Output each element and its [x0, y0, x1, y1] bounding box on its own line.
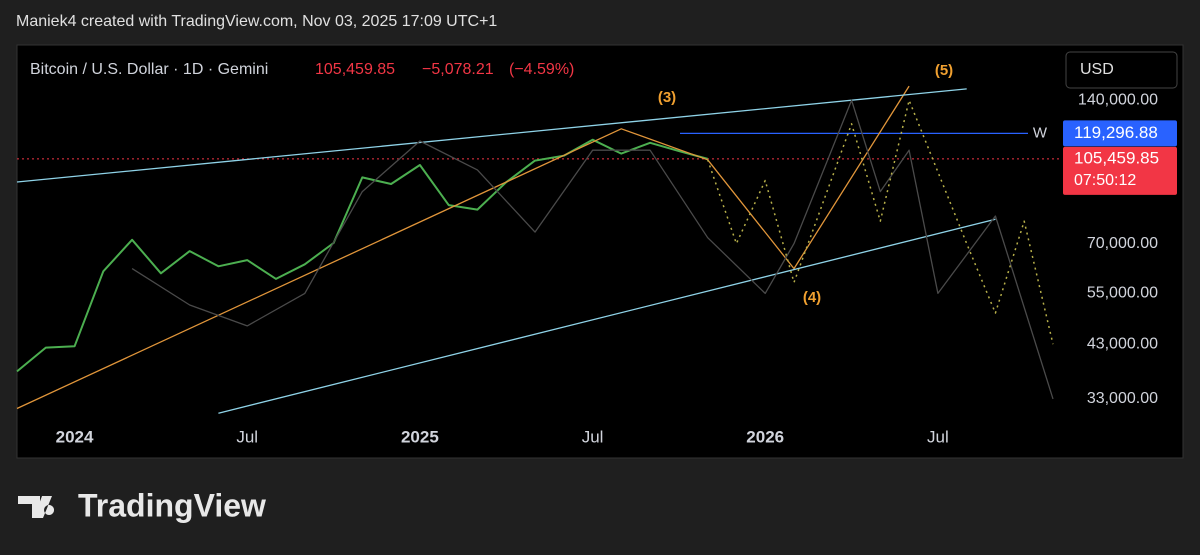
header: Maniek4 created with TradingView.com, No… [16, 13, 497, 30]
chart-title: Bitcoin / U.S. Dollar · 1D · Gemini [30, 61, 268, 78]
series-line [131, 99, 1054, 400]
logo-icon [18, 496, 55, 518]
x-tick-label: Jul [582, 427, 604, 446]
level-tag-label: 119,296.88 [1074, 123, 1158, 142]
legend-change-pct: (−4.59%) [509, 61, 574, 78]
series-line [706, 99, 1054, 345]
logo-text: TradingView [78, 487, 266, 523]
series-line [16, 88, 967, 183]
level-tag [1063, 120, 1177, 147]
series-line [218, 218, 996, 414]
countdown: 07:50:12 [1074, 172, 1136, 189]
x-tick-label: 2025 [401, 427, 439, 446]
y-tick-label: 33,000.00 [1087, 390, 1158, 407]
price-tag [1063, 146, 1177, 195]
x-tick-label: 2026 [746, 427, 784, 446]
level-marker: W [1033, 124, 1048, 141]
y-tick-label: 55,000.00 [1087, 285, 1158, 302]
legend-change: −5,078.21 [422, 61, 494, 78]
price-tag-label: 105,459.85 [1074, 148, 1159, 167]
logo: TradingView [18, 487, 266, 523]
y-tick-label: 140,000.00 [1078, 92, 1158, 109]
y-tick-label: 70,000.00 [1087, 235, 1158, 252]
currency-button[interactable] [1065, 51, 1178, 89]
wave-label: (5) [935, 62, 953, 79]
x-tick-label: Jul [927, 427, 949, 446]
y-tick-label: 43,000.00 [1087, 335, 1158, 352]
currency[interactable]: USD [1080, 61, 1114, 78]
wave-label: (3) [658, 89, 676, 106]
series-line [16, 138, 708, 373]
plot: 33,000.00 43,000.00 55,000.00 70,000.00 140,… [16, 85, 1177, 446]
chart-panel [16, 44, 1184, 459]
wave-label: (4) [803, 289, 821, 306]
legend-price: 105,459.85 [315, 61, 395, 78]
x-tick-label: Jul [236, 427, 258, 446]
x-tick-label: 2024 [56, 427, 94, 446]
